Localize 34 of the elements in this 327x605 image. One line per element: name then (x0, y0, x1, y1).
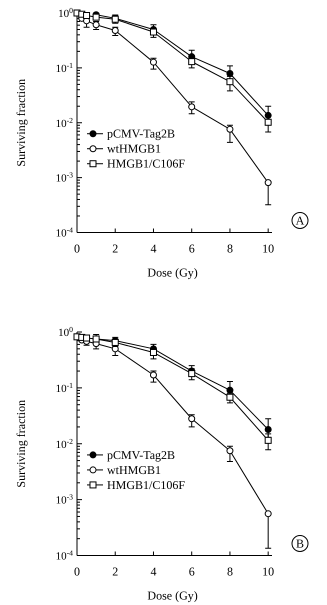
y-tick-label: 10$^{-4}$ (56, 225, 74, 240)
y-tick-label: 10$^{-3}$ (56, 492, 74, 506)
legend-label: wtHMGB1 (107, 142, 162, 156)
x-tick-label: 10 (262, 242, 274, 256)
y-tick-label: 10$^{-2}$ (56, 436, 74, 450)
x-tick-label: 10 (262, 564, 274, 578)
x-tick-label: 0 (74, 242, 80, 256)
x-tick-label: 2 (112, 564, 118, 578)
x-tick-label: 4 (150, 242, 156, 256)
y-tick-label: 10$^{-3}$ (56, 170, 74, 185)
y-tick-label: 10$^{0}$ (58, 324, 74, 338)
legend-label: HMGB1/C106F (107, 477, 186, 492)
x-tick-label: 8 (226, 564, 233, 578)
y-tick-label: 10$^{-1}$ (56, 380, 74, 394)
legend-label: pCMV-Tag2B (107, 447, 176, 462)
text: B (296, 536, 304, 550)
x-tick-label: 6 (188, 242, 195, 256)
y-axis-title: Surviving fraction (14, 399, 28, 488)
x-tick-label: 8 (226, 242, 233, 256)
legend-label: wtHMGB1 (107, 462, 162, 476)
x-tick-label: 4 (150, 564, 156, 578)
y-tick-label: 10$^{-2}$ (56, 115, 74, 130)
x-axis-title: Dose (Gy) (147, 588, 198, 602)
x-tick-label: 6 (188, 564, 195, 578)
x-axis-title: Dose (Gy) (147, 266, 198, 280)
y-tick-label: 10$^{-4}$ (56, 548, 74, 562)
y-tick-label: 10$^{0}$ (58, 6, 74, 20)
legend-label: HMGB1/C106F (107, 156, 186, 171)
y-axis-title: Surviving fraction (14, 78, 28, 167)
legend-label: pCMV-Tag2B (107, 126, 176, 141)
text: A (296, 214, 305, 228)
x-tick-label: 0 (74, 564, 80, 578)
x-tick-label: 2 (112, 242, 118, 256)
y-tick-label: 10$^{-1}$ (56, 60, 74, 75)
